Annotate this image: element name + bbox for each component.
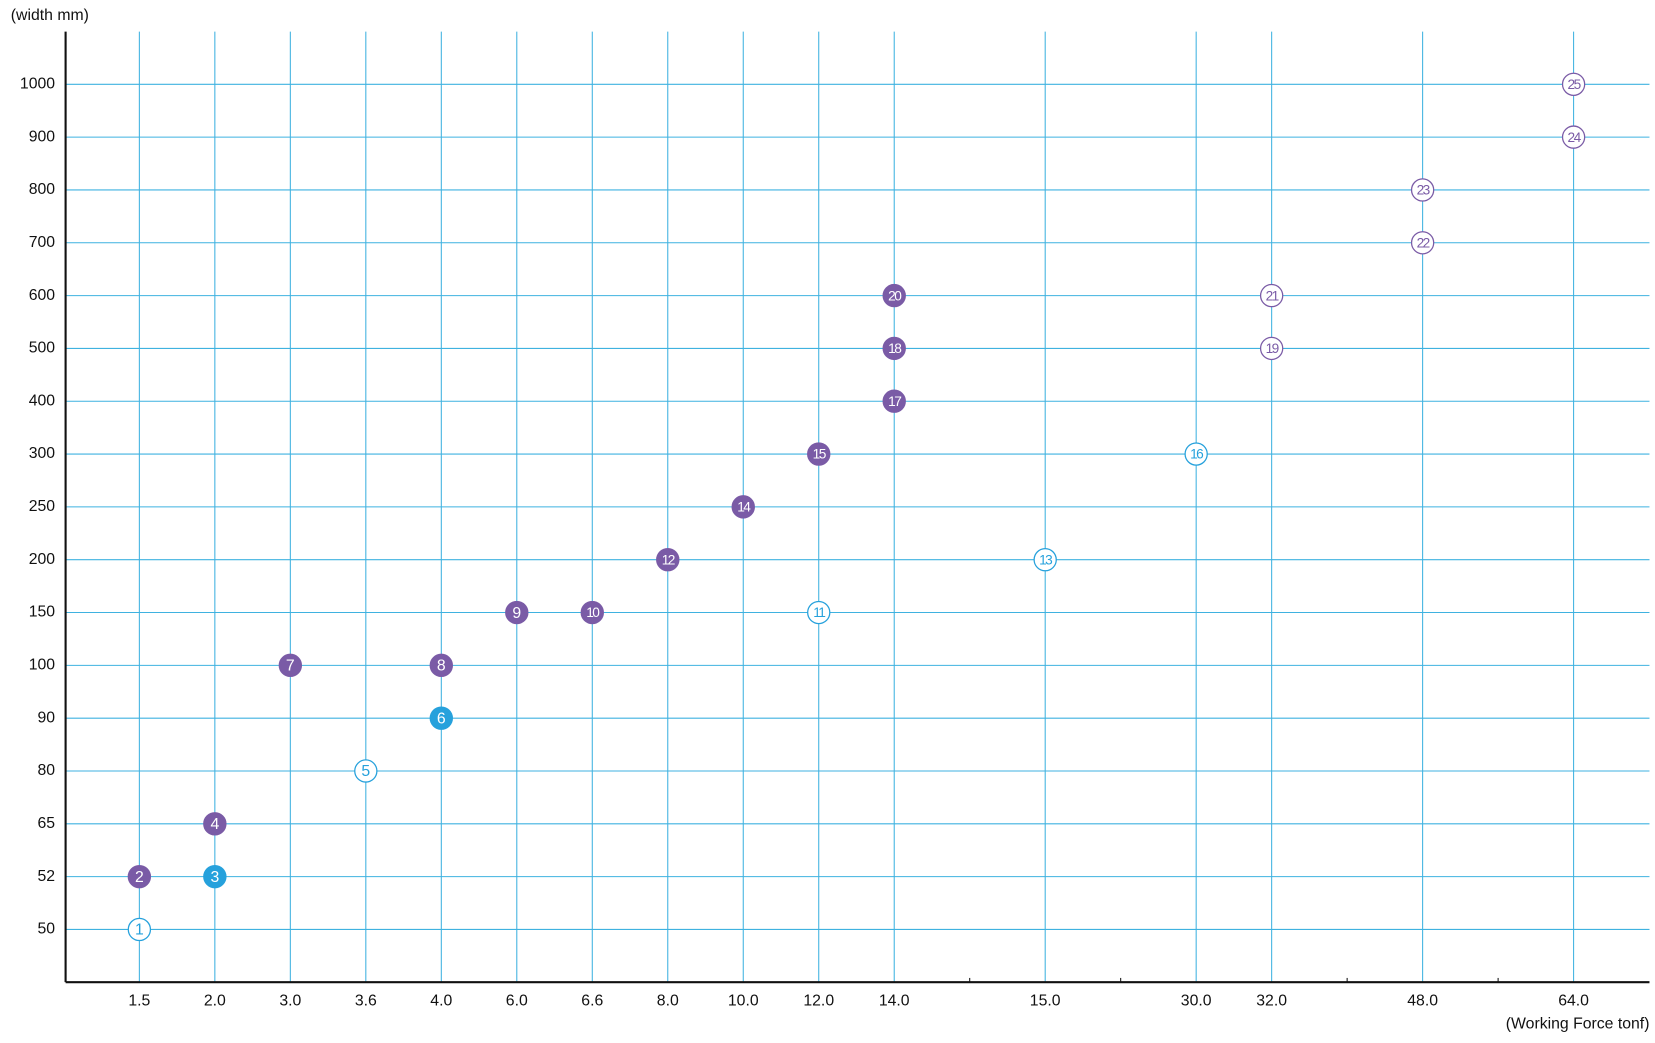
point-label: 10 (586, 605, 600, 620)
point-label: 3 (210, 869, 219, 886)
point-label: 1 (135, 922, 144, 939)
x-tick-label: 6.6 (581, 992, 603, 1009)
y-tick-label: 250 (29, 498, 56, 515)
point (1259, 336, 1284, 361)
y-axis-label: (width mm) (11, 7, 89, 24)
point-label: 19 (1266, 341, 1279, 356)
point-label: 13 (1039, 552, 1053, 567)
point (882, 336, 906, 361)
point-label: 21 (1266, 288, 1279, 303)
point (203, 864, 227, 889)
y-tick-label: 800 (29, 181, 56, 198)
point-label: 9 (512, 605, 521, 622)
point-label: 2 (135, 869, 144, 886)
point-label: 8 (437, 658, 446, 675)
x-tick-label: 48.0 (1407, 992, 1438, 1009)
point-label: 24 (1568, 130, 1582, 145)
point-label: 11 (813, 605, 825, 620)
y-tick-label: 1000 (20, 75, 55, 92)
point (1561, 125, 1586, 149)
point (807, 600, 831, 625)
point (1410, 231, 1435, 255)
point-label: 4 (210, 816, 219, 833)
y-tick-label: 150 (29, 604, 56, 621)
y-tick-label: 300 (29, 445, 56, 462)
point-label: 16 (1190, 447, 1204, 462)
point (1410, 178, 1435, 202)
x-tick-label: 1.5 (128, 992, 150, 1009)
point (429, 706, 454, 730)
point-label: 20 (888, 288, 902, 303)
y-tick-label: 52 (37, 868, 55, 885)
x-tick-label: 3.6 (355, 992, 377, 1009)
y-tick-label: 600 (29, 287, 56, 304)
y-tick-label: 500 (29, 340, 56, 357)
point (127, 917, 152, 942)
point-label: 7 (286, 658, 295, 675)
point-label: 6 (437, 710, 446, 727)
point-label: 5 (361, 763, 370, 780)
y-tick-label: 90 (37, 709, 55, 726)
x-tick-label: 30.0 (1181, 992, 1212, 1009)
point (882, 283, 906, 308)
x-tick-label: 10.0 (728, 992, 759, 1009)
point (203, 812, 227, 836)
y-tick-label: 700 (29, 234, 56, 251)
y-tick-label: 400 (29, 392, 56, 409)
y-tick-label: 200 (29, 551, 56, 568)
point-label: 12 (662, 552, 675, 567)
point-label: 23 (1417, 183, 1431, 198)
point (1259, 283, 1284, 308)
point (731, 495, 755, 519)
y-tick-label: 900 (29, 128, 56, 145)
y-tick-label: 65 (37, 815, 55, 832)
point-label: 18 (888, 341, 902, 356)
point (580, 600, 604, 625)
point (656, 548, 680, 572)
x-tick-label: 32.0 (1256, 992, 1287, 1009)
point (278, 653, 303, 678)
point (354, 759, 378, 783)
point (1033, 548, 1057, 572)
point-label: 14 (737, 500, 751, 515)
x-tick-label: 6.0 (506, 992, 528, 1009)
point-label: 22 (1417, 235, 1430, 250)
point (429, 653, 454, 678)
point (1561, 72, 1586, 97)
x-tick-label: 3.0 (279, 992, 301, 1009)
point (1184, 442, 1208, 466)
point-label: 25 (1568, 77, 1582, 92)
x-tick-label: 64.0 (1558, 992, 1589, 1009)
y-tick-label: 100 (29, 657, 56, 674)
y-tick-label: 80 (37, 762, 55, 779)
point-label: 17 (888, 394, 901, 409)
x-axis-label: (Working Force tonf) (1506, 1015, 1650, 1032)
point-label: 15 (813, 447, 827, 462)
x-tick-label: 4.0 (430, 992, 452, 1009)
x-tick-label: 8.0 (657, 992, 679, 1009)
point (127, 864, 152, 889)
point (882, 389, 906, 413)
x-tick-label: 15.0 (1030, 992, 1061, 1009)
y-tick-label: 50 (37, 921, 55, 938)
x-tick-label: 12.0 (803, 992, 834, 1009)
point (807, 442, 831, 466)
x-tick-label: 2.0 (204, 992, 226, 1009)
point (505, 600, 529, 625)
x-tick-label: 14.0 (879, 992, 910, 1009)
